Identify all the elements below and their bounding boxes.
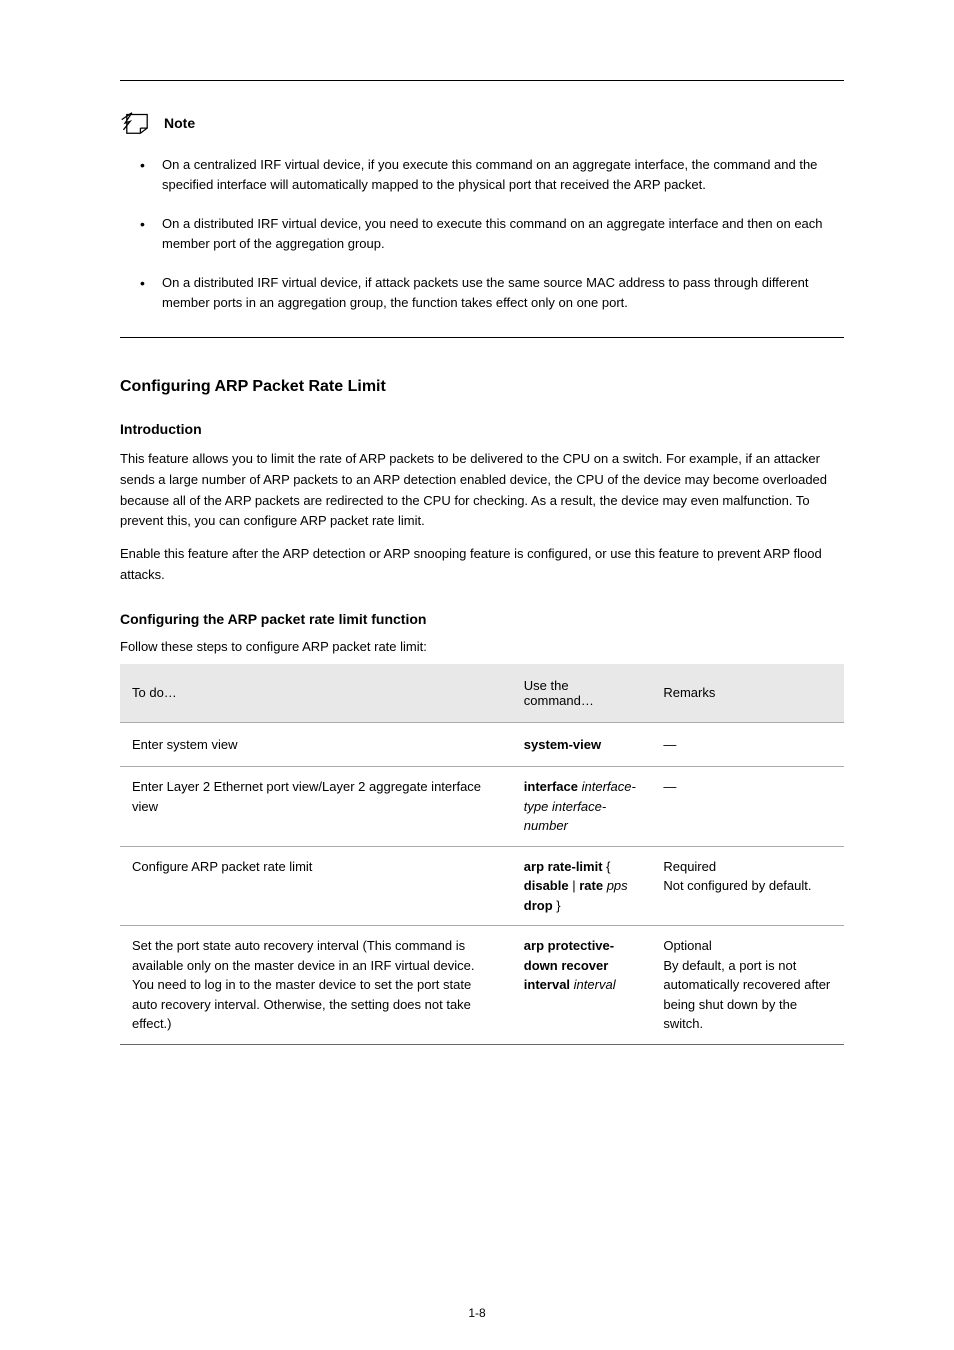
bullet-item: On a distributed IRF virtual device, if … bbox=[140, 273, 844, 312]
table-cell: RequiredNot configured by default. bbox=[651, 846, 844, 926]
table-header-row: To do… Use the command… Remarks bbox=[120, 664, 844, 723]
config-table: To do… Use the command… Remarks Enter sy… bbox=[120, 664, 844, 1045]
table-cell: — bbox=[651, 722, 844, 767]
mid-divider bbox=[120, 337, 844, 338]
table-caption: Follow these steps to configure ARP pack… bbox=[120, 639, 844, 654]
table-cell: Configure ARP packet rate limit bbox=[120, 846, 512, 926]
col-header: Use the command… bbox=[512, 664, 652, 723]
bullet-item: On a distributed IRF virtual device, you… bbox=[140, 214, 844, 253]
intro-paragraph: This feature allows you to limit the rat… bbox=[120, 449, 844, 532]
note-label: Note bbox=[164, 115, 195, 131]
section-heading: Configuring ARP Packet Rate Limit bbox=[120, 378, 844, 396]
config-heading: Configuring the ARP packet rate limit fu… bbox=[120, 611, 844, 627]
intro-heading: Introduction bbox=[120, 421, 844, 437]
table-cell: OptionalBy default, a port is not automa… bbox=[651, 926, 844, 1045]
table-row: Enter Layer 2 Ethernet port view/Layer 2… bbox=[120, 767, 844, 847]
when-paragraph: Enable this feature after the ARP detect… bbox=[120, 544, 844, 586]
table-cell: interface interface-type interface-numbe… bbox=[512, 767, 652, 847]
note-bullet-list: On a centralized IRF virtual device, if … bbox=[120, 155, 844, 312]
table-cell: Enter system view bbox=[120, 722, 512, 767]
table-row: Set the port state auto recovery interva… bbox=[120, 926, 844, 1045]
table-cell: Enter Layer 2 Ethernet port view/Layer 2… bbox=[120, 767, 512, 847]
col-header: To do… bbox=[120, 664, 512, 723]
col-header: Remarks bbox=[651, 664, 844, 723]
top-divider bbox=[120, 80, 844, 81]
table-row: Configure ARP packet rate limit arp rate… bbox=[120, 846, 844, 926]
table-cell: system-view bbox=[512, 722, 652, 767]
table-cell: — bbox=[651, 767, 844, 847]
bullet-item: On a centralized IRF virtual device, if … bbox=[140, 155, 844, 194]
table-row: Enter system view system-view — bbox=[120, 722, 844, 767]
page-number: 1-8 bbox=[468, 1306, 485, 1320]
table-cell: arp rate-limit { disable | rate pps drop… bbox=[512, 846, 652, 926]
note-header: Note bbox=[120, 111, 844, 135]
table-cell: arp protective-down recover interval int… bbox=[512, 926, 652, 1045]
table-cell: Set the port state auto recovery interva… bbox=[120, 926, 512, 1045]
note-icon bbox=[120, 111, 154, 135]
